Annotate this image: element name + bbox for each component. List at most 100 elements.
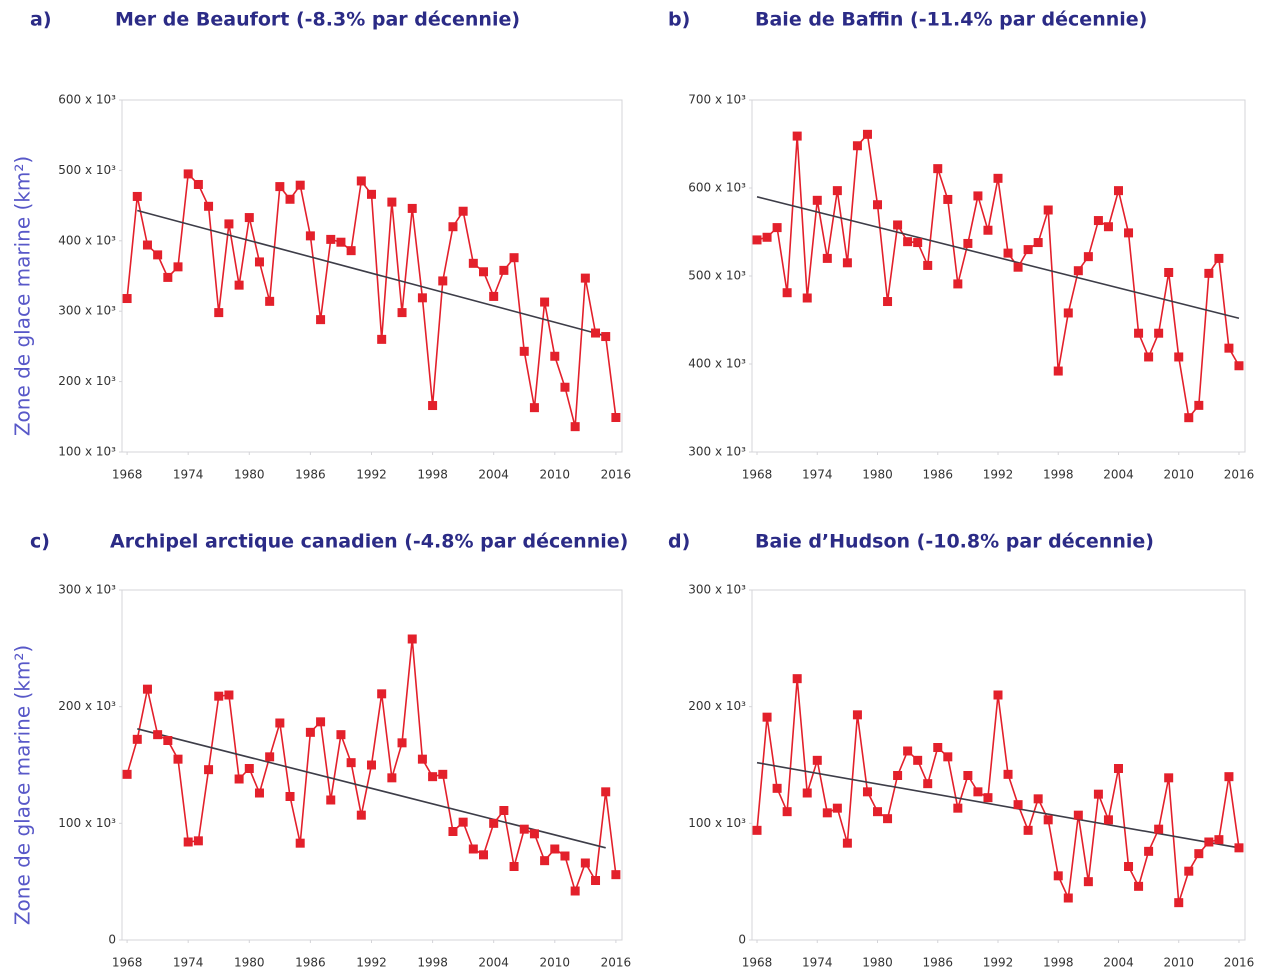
data-point — [1144, 846, 1154, 856]
data-point — [285, 194, 295, 204]
data-point — [499, 265, 509, 275]
data-point — [366, 189, 376, 199]
data-point — [153, 730, 163, 740]
data-point — [529, 403, 539, 413]
data-point — [254, 257, 264, 267]
data-point — [963, 238, 973, 248]
y-tick-label: 300 x 10³ — [688, 445, 746, 459]
data-point — [923, 260, 933, 270]
data-point — [852, 710, 862, 720]
data-point — [1093, 216, 1103, 226]
data-point — [993, 690, 1003, 700]
data-point — [295, 180, 305, 190]
data-point — [468, 844, 478, 854]
data-point — [1033, 238, 1043, 248]
data-point — [550, 844, 560, 854]
data-point — [1113, 186, 1123, 196]
panel-label: c) — [30, 531, 50, 553]
data-point — [1174, 352, 1184, 362]
data-point — [173, 754, 183, 764]
trend-line — [137, 209, 606, 337]
panel-label: a) — [30, 9, 52, 31]
data-point — [1053, 871, 1063, 881]
x-tick-label: 1986 — [295, 956, 326, 970]
x-tick-label: 2010 — [540, 956, 571, 970]
y-tick-label: 500 x 10³ — [688, 269, 746, 283]
data-point — [1174, 898, 1184, 908]
data-point — [580, 273, 590, 283]
x-tick-label: 2004 — [478, 468, 509, 482]
data-point — [407, 634, 417, 644]
data-point — [903, 237, 913, 247]
data-point — [560, 382, 570, 392]
data-point — [973, 191, 983, 201]
data-point — [842, 258, 852, 268]
data-point — [1043, 205, 1053, 215]
x-tick-label: 1998 — [417, 956, 448, 970]
y-axis-label: Zone de glace marine (km²) — [11, 156, 35, 436]
data-point — [762, 712, 772, 722]
data-point — [873, 200, 883, 210]
data-point — [295, 838, 305, 848]
chart-title: Mer de Beaufort (-8.3% par décennie) — [115, 9, 520, 31]
data-point — [1124, 862, 1134, 871]
data-point — [417, 293, 427, 303]
data-point — [1164, 267, 1174, 277]
data-point — [752, 235, 762, 245]
data-point — [883, 297, 893, 307]
data-point — [132, 734, 142, 744]
data-point — [983, 225, 993, 235]
data-point — [1234, 361, 1244, 371]
data-point — [448, 222, 458, 232]
x-tick-label: 2010 — [1163, 956, 1194, 970]
data-point — [1113, 764, 1123, 773]
data-point — [479, 850, 489, 860]
data-point — [953, 803, 963, 813]
data-point — [377, 689, 387, 699]
data-point — [1204, 837, 1214, 847]
data-point — [903, 746, 913, 756]
x-tick-label: 1968 — [742, 468, 773, 482]
data-point — [591, 328, 601, 338]
data-point — [1154, 824, 1164, 834]
data-point — [1214, 253, 1224, 263]
data-point — [316, 315, 326, 325]
data-point — [1194, 400, 1204, 410]
data-point — [193, 836, 203, 846]
data-point — [822, 808, 832, 818]
x-tick-label: 2010 — [1163, 468, 1194, 482]
data-point — [509, 253, 519, 263]
data-point — [346, 758, 356, 768]
data-point — [183, 837, 193, 847]
data-point — [1194, 849, 1204, 859]
data-point — [1184, 866, 1194, 876]
data-point — [1134, 328, 1144, 338]
data-point — [1214, 835, 1224, 845]
chart-title: Baie de Baffin (-11.4% par décennie) — [755, 9, 1147, 31]
data-point — [1033, 794, 1043, 804]
x-tick-label: 1974 — [802, 468, 833, 482]
data-point — [1103, 815, 1113, 825]
y-tick-label: 500 x 10³ — [58, 163, 116, 177]
data-point — [1184, 413, 1194, 423]
data-point — [1083, 252, 1093, 262]
data-point — [923, 779, 933, 789]
chart-title: Baie d’Hudson (-10.8% par décennie) — [755, 531, 1154, 553]
trend-line — [756, 196, 1240, 320]
data-point — [438, 769, 448, 779]
plot-frame — [751, 589, 1246, 941]
data-point — [428, 401, 438, 411]
data-point — [1154, 328, 1164, 338]
x-tick-label: 1992 — [356, 956, 387, 970]
data-point — [265, 752, 275, 762]
data-point — [893, 771, 903, 780]
data-point — [1043, 815, 1053, 825]
x-tick-label: 1974 — [173, 468, 204, 482]
data-point — [1093, 789, 1103, 799]
data-point — [1063, 308, 1073, 318]
data-point — [792, 131, 802, 141]
data-point — [832, 803, 842, 813]
y-tick-label: 200 x 10³ — [58, 699, 116, 713]
y-tick-label: 400 x 10³ — [58, 233, 116, 247]
y-tick-label: 100 x 10³ — [58, 445, 116, 459]
